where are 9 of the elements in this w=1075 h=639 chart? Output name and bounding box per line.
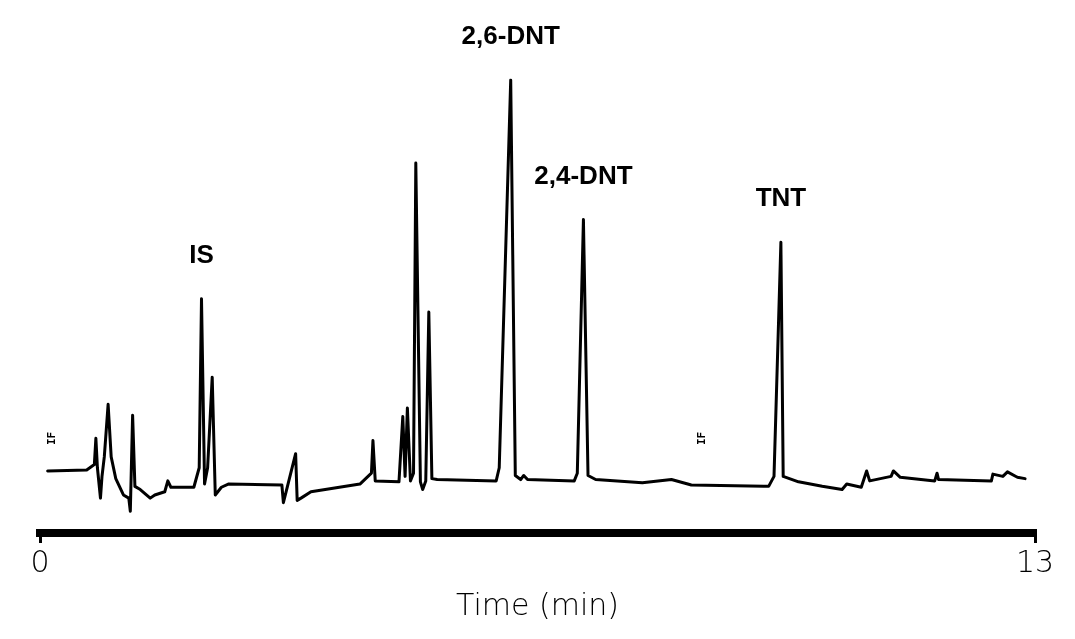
x-tick-label: 13	[1015, 543, 1055, 579]
annotation: 2,4-DNT	[534, 159, 633, 190]
annotation: 2,6-DNT	[461, 20, 560, 51]
annotation: TNT	[755, 182, 807, 213]
x-axis-title: Time (min)	[456, 586, 619, 622]
annotation: IF	[694, 431, 708, 446]
x-tick-label: 0	[30, 543, 50, 579]
annotation: IS	[189, 238, 214, 269]
annotation: IF	[44, 431, 58, 446]
